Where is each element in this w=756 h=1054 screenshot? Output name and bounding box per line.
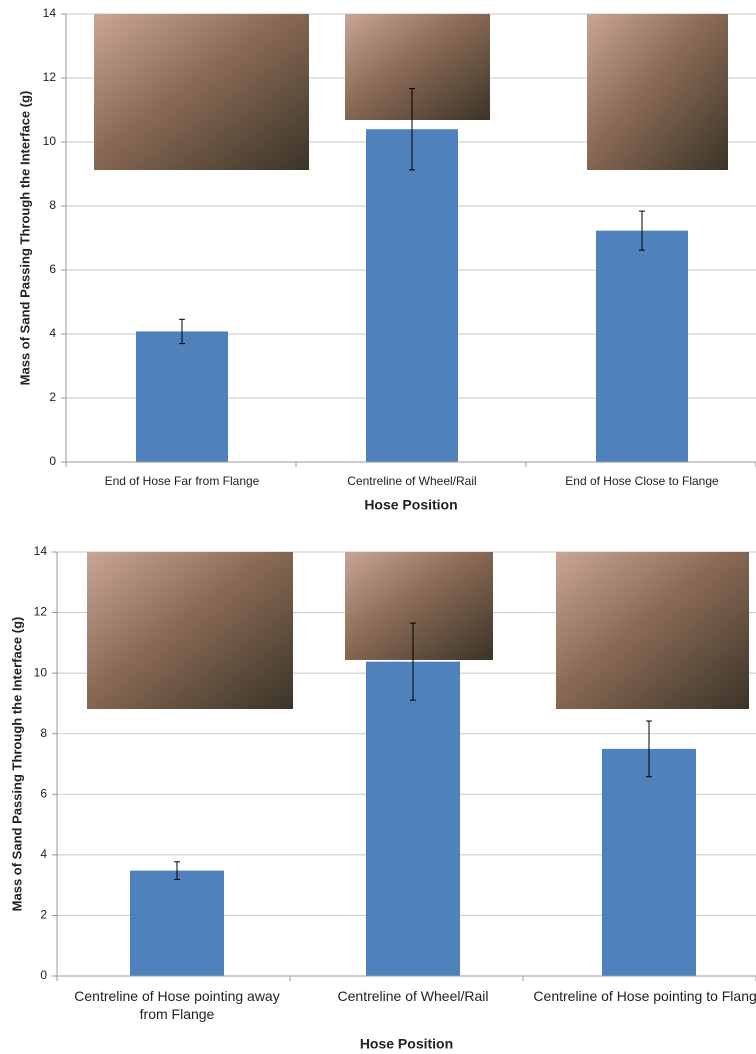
y-tick-label: 10 <box>34 665 48 679</box>
y-tick-label: 12 <box>34 605 48 619</box>
y-axis-title: Mass of Sand Passing Through the Interfa… <box>17 91 32 386</box>
y-tick-label: 0 <box>40 968 47 982</box>
y-tick-label: 6 <box>49 262 56 276</box>
y-tick-label: 14 <box>34 544 48 558</box>
photo <box>587 14 728 170</box>
y-tick-label: 14 <box>43 6 57 20</box>
y-tick-label: 6 <box>40 786 47 800</box>
y-tick-label: 4 <box>40 847 47 861</box>
x-tick-label: End of Hose Far from Flange <box>104 474 260 488</box>
x-tick-label-box: End of Hose Far from Flange <box>104 474 260 488</box>
bar <box>366 129 458 462</box>
y-tick-label: 2 <box>40 908 47 922</box>
x-tick-label-box: End of Hose Close to Flange <box>565 474 719 488</box>
photos <box>87 14 749 709</box>
x-tick-label-box: Centreline of Wheel/Rail <box>337 988 489 1004</box>
y-tick-label: 12 <box>43 70 57 84</box>
error-bar <box>639 210 645 251</box>
x-tick-label: Centreline of Wheel/Rail <box>337 988 489 1004</box>
bar <box>366 661 460 976</box>
x-tick-label-box: Centreline of Wheel/Rail <box>347 474 477 488</box>
x-tick-label-box: Centreline of Hose pointing to Flange <box>533 988 756 1004</box>
y-tick-label: 0 <box>49 454 56 468</box>
x-axis-title: Hose Position <box>364 497 457 513</box>
y-tick-label: 10 <box>43 134 57 148</box>
x-tick-label: Centreline of Hose pointing to Flange <box>533 988 756 1004</box>
photo <box>94 14 309 170</box>
error-bar <box>179 318 185 345</box>
bar <box>596 230 688 462</box>
y-tick-label: 2 <box>49 390 56 404</box>
x-tick-label: Centreline of Hose pointing away from Fl… <box>74 988 280 1022</box>
photo <box>345 552 493 660</box>
y-tick-label: 8 <box>40 726 47 740</box>
error-bar <box>409 88 415 171</box>
x-axis-title: Hose Position <box>360 1036 453 1052</box>
y-tick-label: 8 <box>49 198 56 212</box>
y-axis-title: Mass of Sand Passing Through the Interfa… <box>9 617 24 912</box>
error-bar <box>410 622 416 701</box>
x-tick-label: End of Hose Close to Flange <box>565 474 719 488</box>
photo <box>345 14 490 120</box>
photo <box>556 552 749 709</box>
y-tick-label: 4 <box>49 326 56 340</box>
photo <box>87 552 293 709</box>
x-tick-label: Centreline of Wheel/Rail <box>347 474 477 488</box>
error-bar <box>646 720 652 778</box>
x-tick-label-box: Centreline of Hose pointing away from Fl… <box>74 988 280 1022</box>
bar <box>136 331 228 462</box>
bar <box>602 748 696 976</box>
error-bar <box>174 861 180 880</box>
bar <box>130 870 224 976</box>
